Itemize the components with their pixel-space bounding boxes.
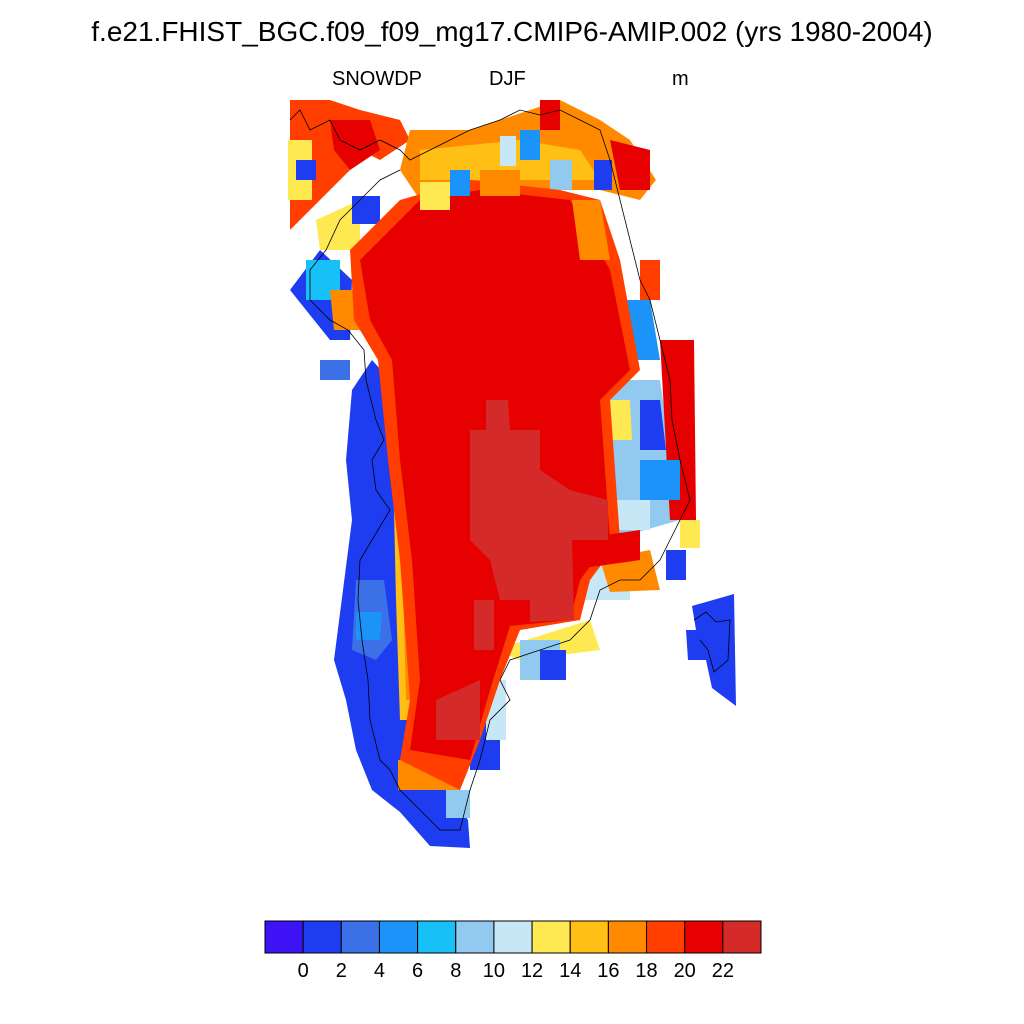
colorbar-tick-label: 22	[711, 960, 734, 982]
colorbar-swatch	[340, 920, 380, 954]
colorbar-tick-label: 0	[297, 960, 309, 982]
season-label: DJF	[489, 68, 526, 90]
snow-depth-map	[288, 100, 736, 848]
colorbar-tick-label: 16	[597, 960, 620, 982]
variable-label: SNOWDP	[332, 68, 422, 90]
colorbar-tick-label: 12	[520, 960, 544, 982]
colorbar-swatch	[684, 920, 724, 954]
colorbar-swatch	[264, 920, 304, 954]
iceland	[686, 594, 736, 706]
plot-title: f.e21.FHIST_BGC.f09_f09_mg17.CMIP6-AMIP.…	[91, 16, 933, 47]
colorbar-swatch	[378, 920, 419, 954]
units-label: m	[672, 68, 689, 90]
colorbar-swatch	[531, 920, 571, 954]
colorbar-swatch	[722, 920, 762, 954]
coastline	[289, 109, 731, 831]
colorbar-tick-label: 6	[412, 960, 424, 982]
colorbar-swatch	[607, 920, 648, 954]
colorbar-tick-label: 10	[482, 960, 506, 982]
colorbar-swatch	[417, 920, 457, 954]
northwest-block	[288, 100, 410, 230]
interior-core	[436, 400, 608, 740]
colorbar-tick-label: 18	[635, 960, 658, 982]
colorbar-swatch	[455, 920, 495, 954]
colorbar-swatch	[302, 920, 342, 954]
colorbar-swatch	[569, 920, 609, 954]
colorbar-tick-label: 4	[373, 960, 386, 982]
colorbar-tick-label: 8	[450, 960, 462, 982]
colorbar-swatch	[646, 920, 686, 954]
colorbar-tick-label: 2	[335, 960, 347, 982]
colorbar-tick-label: 14	[559, 960, 582, 982]
colorbar	[264, 920, 762, 954]
colorbar-tick-label: 20	[673, 960, 696, 982]
colorbar-swatch	[493, 920, 533, 954]
